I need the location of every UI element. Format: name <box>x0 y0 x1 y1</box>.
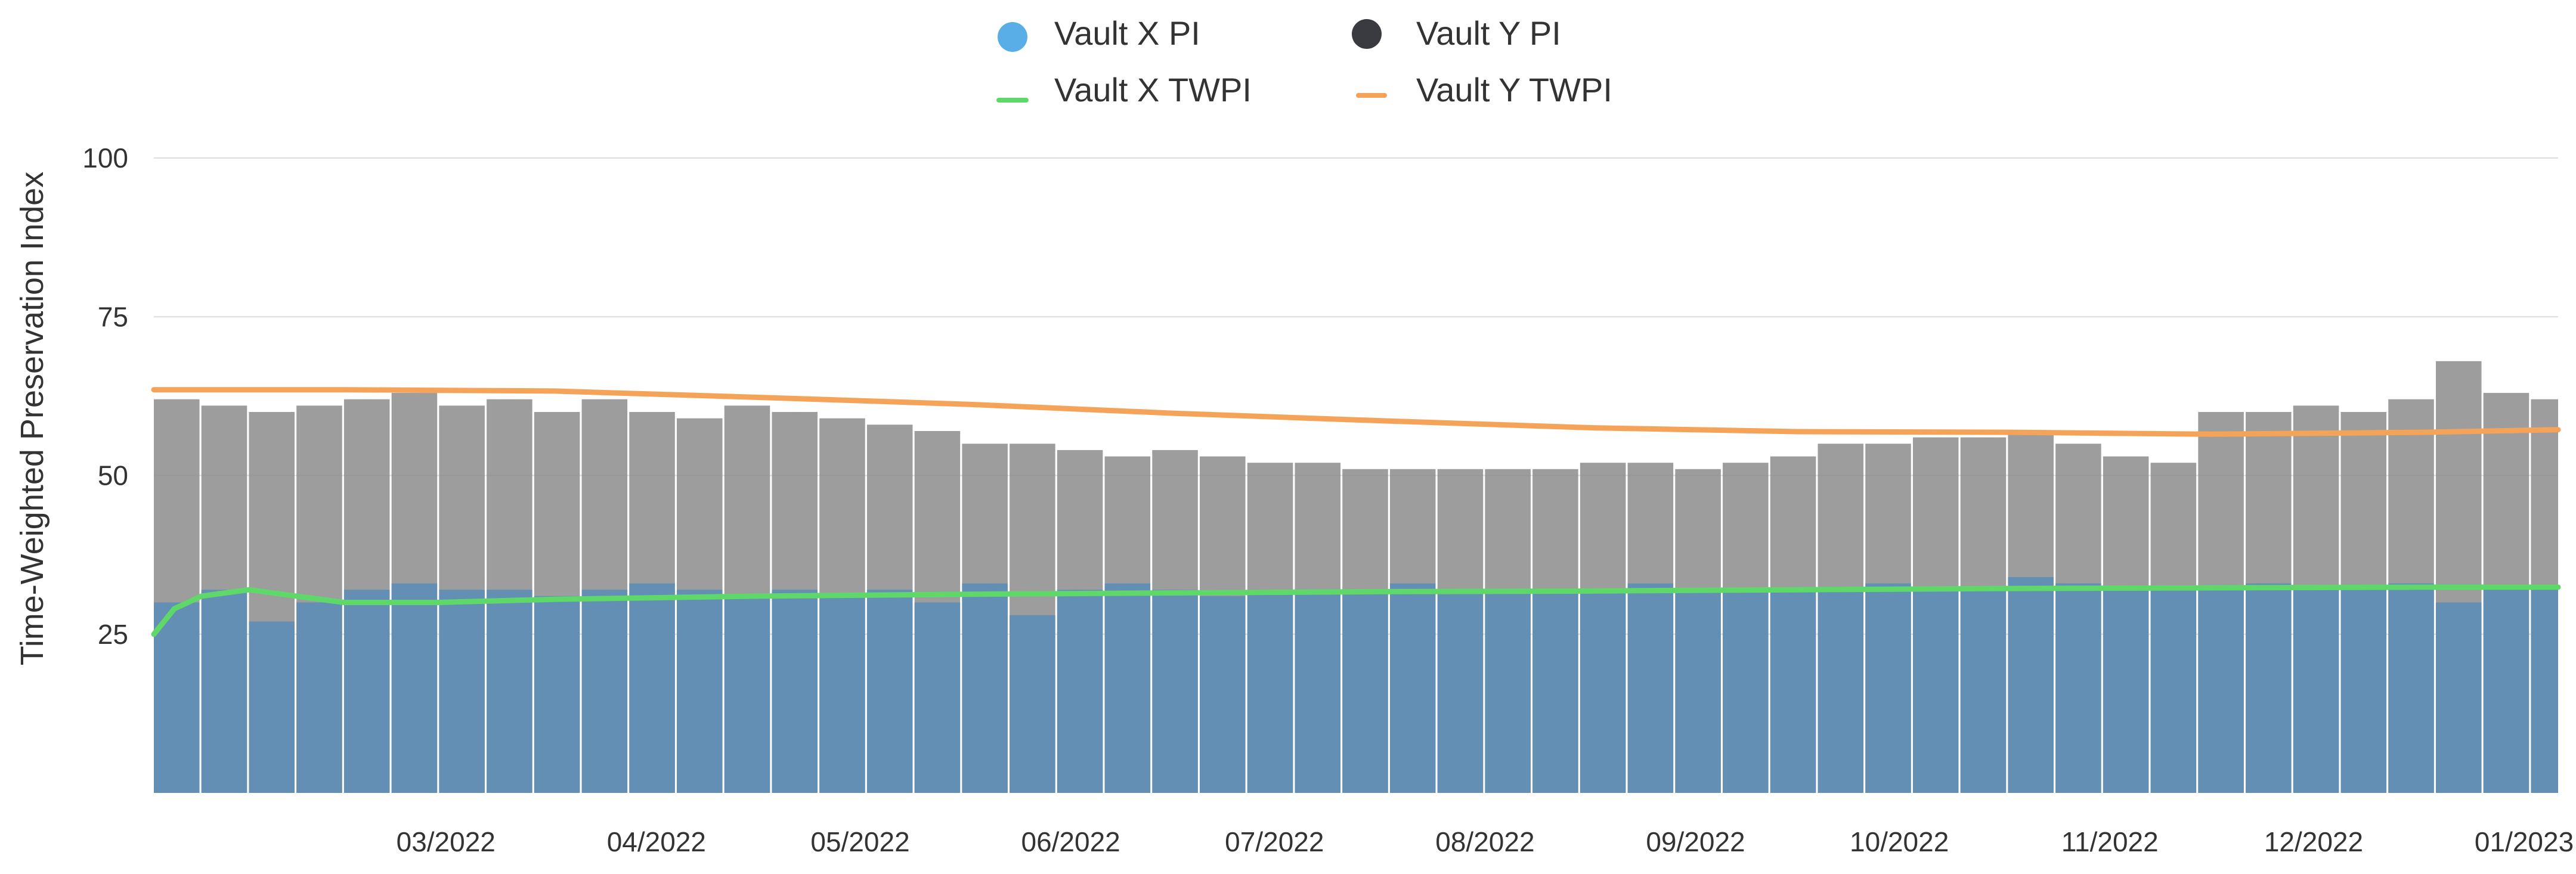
vault-x-pi-bars <box>154 577 2558 793</box>
bar-vault-x-pi <box>1152 590 1198 793</box>
bar-vault-x-pi <box>343 590 390 793</box>
x-tick-label: 10/2022 <box>1850 826 1949 857</box>
bar-vault-x-pi <box>1104 583 1151 793</box>
bar-vault-x-pi <box>914 602 961 793</box>
bar-vault-x-pi <box>962 583 1008 793</box>
bar-vault-x-pi <box>2483 590 2529 793</box>
bar-vault-x-pi <box>1437 590 1484 793</box>
bar-vault-x-pi <box>1580 590 1626 793</box>
bar-vault-x-pi <box>1200 596 1246 793</box>
bar-vault-x-pi <box>1342 590 1388 793</box>
line-vault-x-twpi <box>151 584 2561 637</box>
x-tick-label: 12/2022 <box>2264 826 2363 857</box>
legend-label-vault-y-pi: Vault Y PI <box>1416 14 1561 52</box>
bar-vault-x-pi <box>1532 590 1578 793</box>
legend-item-vault-x-twpi[interactable]: Vault X TWPI <box>996 71 1252 109</box>
legend-label-vault-y-twpi: Vault Y TWPI <box>1416 71 1612 109</box>
bar-vault-x-pi <box>2150 590 2197 793</box>
legend-item-vault-x-pi[interactable]: Vault X PI <box>998 14 1200 52</box>
bar-vault-x-pi <box>2008 577 2054 793</box>
bar-vault-x-pi <box>2293 590 2339 793</box>
x-tick-label: 06/2022 <box>1021 826 1120 857</box>
y-tick-label: 100 <box>82 142 128 173</box>
bar-vault-x-pi <box>2388 583 2434 793</box>
bar-vault-x-pi <box>296 602 342 793</box>
bar-vault-x-pi <box>201 590 247 793</box>
twpi-lines <box>151 387 2561 637</box>
x-tick-label: 11/2022 <box>2061 826 2159 857</box>
bar-vault-x-pi <box>2340 590 2387 793</box>
y-tick-label: 25 <box>98 619 128 650</box>
x-tick-label: 08/2022 <box>1435 826 1534 857</box>
legend-label-vault-x-pi: Vault X PI <box>1054 14 1200 52</box>
bar-vault-x-pi <box>1912 590 1959 793</box>
bar-vault-x-pi <box>1010 615 1055 793</box>
y-axis-title: Time-Weighted Preservation Index <box>14 172 50 665</box>
bar-vault-x-pi <box>534 596 580 793</box>
bar-vault-x-pi <box>1675 590 1721 793</box>
bar-vault-x-pi <box>724 596 770 793</box>
bar-vault-x-pi <box>581 590 628 793</box>
bar-vault-x-pi <box>439 590 485 793</box>
bar-vault-x-pi <box>154 602 200 793</box>
legend-marker-vault-y-pi <box>1352 19 1382 49</box>
bar-vault-x-pi <box>866 590 913 793</box>
bar-vault-x-pi <box>391 583 438 793</box>
bar-vault-x-pi <box>1723 590 1769 793</box>
bar-vault-x-pi <box>2055 583 2101 793</box>
x-tick-label: 05/2022 <box>810 826 909 857</box>
legend-label-vault-x-twpi: Vault X TWPI <box>1054 71 1252 109</box>
bar-vault-x-pi <box>249 621 295 793</box>
bar-vault-x-pi <box>772 590 818 793</box>
bar-vault-x-pi <box>1247 590 1293 793</box>
x-tick-label: 04/2022 <box>607 826 706 857</box>
bar-vault-x-pi <box>1627 583 1674 793</box>
y-tick-label: 75 <box>98 301 128 332</box>
bar-vault-x-pi <box>2531 590 2558 793</box>
legend-item-vault-y-pi[interactable]: Vault Y PI <box>1352 14 1561 52</box>
bar-vault-x-pi <box>1960 590 2007 793</box>
legend-item-vault-y-twpi[interactable]: Vault Y TWPI <box>1356 71 1612 109</box>
bar-vault-x-pi <box>1865 583 1911 793</box>
y-tick-label: 50 <box>98 460 128 491</box>
x-tick-label: 07/2022 <box>1225 826 1324 857</box>
bar-vault-x-pi <box>2435 602 2482 793</box>
bar-vault-x-pi <box>1818 590 1864 793</box>
bar-vault-x-pi <box>629 583 675 793</box>
bar-vault-x-pi <box>1057 590 1103 793</box>
bar-vault-x-pi <box>2103 590 2149 793</box>
legend-marker-vault-x-pi <box>998 22 1027 52</box>
bar-vault-x-pi <box>1295 590 1341 793</box>
legend: Vault X PI Vault Y PI Vault X TWPI Vault… <box>996 14 1612 109</box>
x-tick-label: 01/2023 <box>2475 826 2574 857</box>
x-tick-label: 03/2022 <box>397 826 496 857</box>
x-axis-ticks: 03/2022 04/2022 05/2022 06/2022 07/2022 08/20… <box>397 826 2574 857</box>
bar-vault-x-pi <box>1485 590 1531 793</box>
x-tick-label: 09/2022 <box>1646 826 1745 857</box>
bar-vault-x-pi <box>2198 590 2244 793</box>
line-vault-y-twpi <box>151 387 2561 437</box>
bar-vault-x-pi <box>819 596 865 793</box>
bar-vault-x-pi <box>487 590 532 793</box>
y-axis-ticks: 25 50 75 100 <box>82 142 128 650</box>
bar-vault-x-pi <box>2246 583 2292 793</box>
bar-vault-x-pi <box>1770 590 1816 793</box>
bar-vault-x-pi <box>677 590 723 793</box>
bar-vault-x-pi <box>1389 583 1436 793</box>
